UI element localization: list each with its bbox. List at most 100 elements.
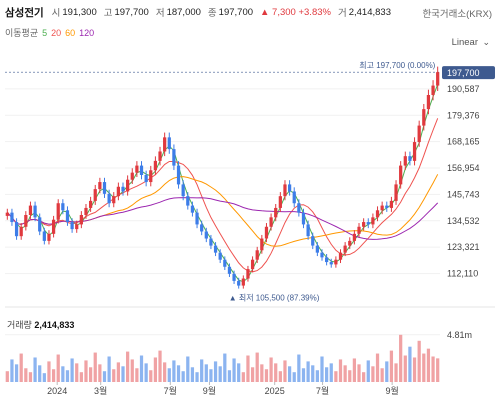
volume-bar (186, 356, 190, 382)
chevron-down-icon[interactable]: ⌄ (482, 37, 490, 47)
volume-panel-value: 2,414,833 (34, 320, 75, 330)
ma60-label[interactable]: 60 (65, 28, 76, 38)
candle-up (375, 210, 380, 218)
candle-up (436, 72, 440, 86)
time-tick-label: 9월 (203, 385, 216, 396)
volume-bar (149, 370, 153, 382)
volume-bar (399, 334, 403, 382)
volume-bar (274, 363, 278, 382)
volume-bar (209, 369, 213, 382)
ma120-label[interactable]: 120 (79, 28, 95, 38)
candle-up (352, 233, 357, 241)
volume-bar (51, 369, 56, 382)
candle-up (362, 222, 366, 227)
volume-panel-title: 거래량 (7, 320, 32, 330)
candle-up (283, 184, 287, 197)
candle-up (88, 200, 93, 208)
volume-bar (5, 371, 9, 382)
candle-up (84, 207, 88, 215)
candle-up (79, 215, 83, 225)
time-tick-label: 2024 (47, 386, 67, 396)
candle-down (38, 217, 42, 232)
volume-bar (163, 362, 167, 382)
candle-up (431, 85, 435, 95)
volume-bar (306, 361, 310, 382)
volume-bar (135, 368, 139, 382)
candle-up (149, 170, 153, 183)
candle-down (311, 236, 315, 246)
candle-up (135, 165, 139, 173)
volume-bar (241, 372, 245, 382)
candle-up (338, 252, 343, 260)
ma20-label[interactable]: 20 (51, 28, 62, 38)
volume-bar (112, 369, 116, 382)
volume-bar (38, 365, 42, 382)
volume-bar (334, 371, 338, 382)
scale-selector[interactable]: Linear (451, 37, 478, 48)
volume-bar (75, 363, 79, 382)
candle-down (33, 205, 37, 218)
volume-bar (348, 370, 352, 382)
volume-bar (301, 368, 306, 382)
candle-down (287, 184, 292, 192)
candle-down (320, 252, 324, 258)
volume-bar (28, 372, 33, 382)
candle-up (380, 205, 384, 211)
candle-down (190, 205, 195, 213)
candle-down (176, 165, 181, 185)
volume-bar (431, 356, 435, 382)
candle-down (315, 245, 319, 253)
high-value: 197,700 (114, 6, 149, 18)
volume-bar (352, 358, 357, 382)
volume-bar (65, 370, 70, 382)
volume-bar (250, 367, 255, 382)
candle-down (107, 193, 111, 204)
candle-up (394, 184, 398, 201)
candle-up (255, 250, 259, 260)
moving-average-legend: 이동평균 5 20 60 120 (5, 26, 98, 39)
candle-up (112, 196, 116, 204)
volume-bar (223, 353, 227, 382)
volume-bar (426, 348, 431, 382)
candle-down (329, 262, 333, 265)
volume-panel-label: 거래량 2,414,833 (7, 318, 74, 331)
candle-up (348, 240, 352, 246)
candle-down (14, 222, 19, 237)
min-price-label: ▲ 최저 105,500 (87.39%) (229, 293, 320, 303)
candle-up (158, 151, 162, 161)
ma-label: 이동평균 (5, 28, 39, 38)
volume-bar (320, 356, 324, 382)
volume-bar (139, 355, 144, 382)
candle-up (126, 179, 130, 192)
change-value: ▲ 7,300 +3.83% (260, 6, 331, 18)
volume-bar (297, 354, 301, 382)
ma120-line (6, 197, 439, 240)
volume-bar (93, 352, 97, 382)
volume-bar (153, 357, 158, 382)
candle-down (223, 259, 227, 267)
volume-bar (260, 364, 264, 382)
candle-down (121, 186, 125, 192)
candle-up (28, 205, 33, 215)
volume-label: 거 (337, 8, 347, 19)
candle-down (10, 212, 14, 223)
quote-header: 삼성전기 시 191,300 고 197,700 저 187,000 종 197,700… (5, 5, 398, 20)
candle-up (422, 109, 426, 126)
volume-bar (84, 360, 88, 382)
candle-up (51, 219, 56, 234)
candle-up (403, 156, 407, 166)
volume-bar (357, 364, 361, 382)
volume-bar (172, 360, 176, 382)
price-tick-label: 123,321 (447, 242, 480, 252)
volume-bar (126, 351, 130, 382)
candle-up (274, 207, 278, 218)
volume-bar (366, 360, 370, 382)
volume-bar (158, 350, 162, 382)
volume-bar (102, 371, 107, 382)
ma5-line (6, 84, 439, 283)
volume-value: 2,414,833 (348, 6, 391, 18)
volume-bar (417, 340, 421, 382)
current-price-tag (442, 66, 495, 80)
ma5-label[interactable]: 5 (42, 28, 48, 38)
